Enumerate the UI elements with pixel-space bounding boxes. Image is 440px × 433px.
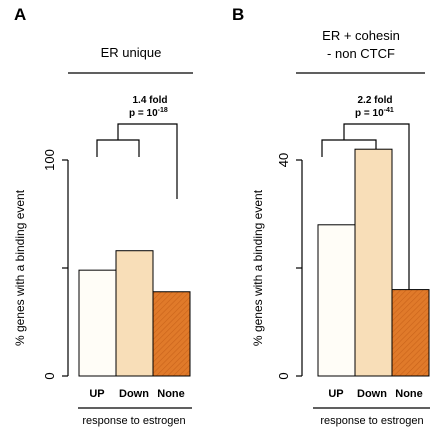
y-axis-label-b: % genes with a binding event xyxy=(251,189,265,346)
p-value-label-a: p = 10-18 xyxy=(129,107,168,119)
bar-up-a xyxy=(78,269,117,377)
panel-letter-a: A xyxy=(14,5,26,24)
panel-b: B ER + cohesin - non CTCF 2.2 fold p = 1… xyxy=(232,5,430,427)
x-axis-label-b: response to estrogen xyxy=(320,415,423,427)
bracket-up-down-a xyxy=(96,139,140,157)
p-value-label-b: p = 10-41 xyxy=(355,107,394,119)
x-axis-label-a: response to estrogen xyxy=(82,415,185,427)
bar-down-b xyxy=(354,148,393,377)
y-axis-label-a: % genes with a binding event xyxy=(13,189,27,346)
panel-letter-b: B xyxy=(232,5,244,24)
bar-none-b xyxy=(391,289,430,377)
bar-none-a xyxy=(152,291,191,377)
bracket-vs-none-a xyxy=(117,123,178,199)
y-tick-label-0-a: 0 xyxy=(42,372,57,379)
category-label-up-b: UP xyxy=(328,388,343,400)
fold-label-b: 2.2 fold xyxy=(357,95,392,106)
category-label-none-a: None xyxy=(157,388,185,400)
chart-title-b-line2: - non CTCF xyxy=(327,46,395,61)
bar-up-b xyxy=(317,224,356,377)
chart-title-a: ER unique xyxy=(101,45,162,60)
y-tick-label-40-b: 40 xyxy=(276,153,291,167)
category-label-down-b: Down xyxy=(357,388,387,400)
fold-label-a: 1.4 fold xyxy=(132,95,167,106)
panel-a: A ER unique 1.4 fold p = 10-18 0 100 % g… xyxy=(13,5,193,427)
y-tick-label-0-b: 0 xyxy=(276,372,291,379)
category-label-down-a: Down xyxy=(119,388,149,400)
bracket-up-down-b xyxy=(321,139,377,157)
chart-title-b-line1: ER + cohesin xyxy=(322,28,400,43)
bracket-vs-none-b xyxy=(343,123,410,290)
category-label-up-a: UP xyxy=(89,388,104,400)
bar-down-a xyxy=(115,250,154,377)
category-label-none-b: None xyxy=(395,388,423,400)
y-tick-label-100-a: 100 xyxy=(42,149,57,171)
